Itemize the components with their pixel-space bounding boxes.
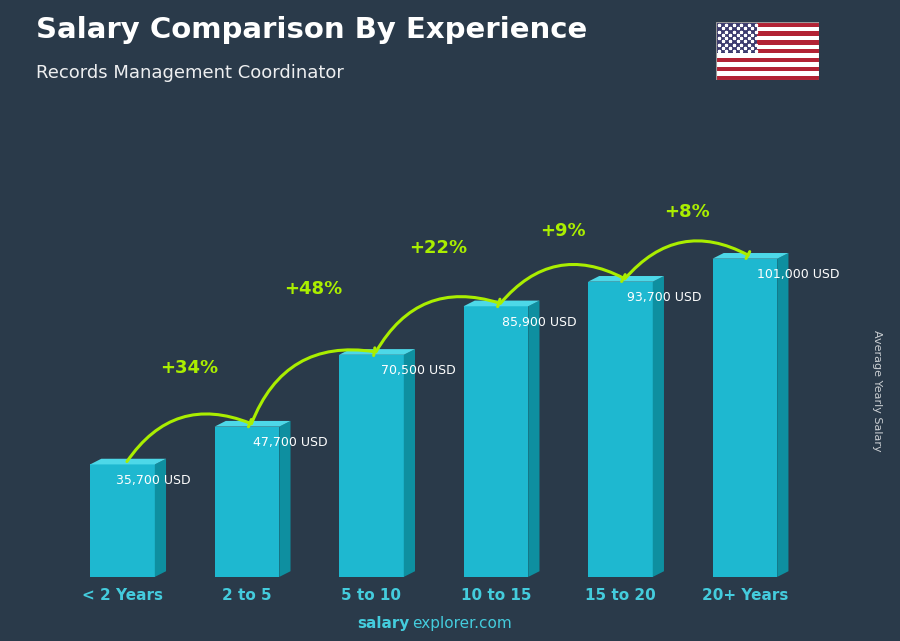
Bar [716, 22, 757, 53]
Bar [90, 465, 155, 577]
Text: 35,700 USD: 35,700 USD [116, 474, 191, 487]
Bar [588, 281, 652, 577]
Bar [716, 36, 819, 40]
Bar [716, 53, 819, 58]
Bar [716, 58, 819, 62]
Text: 93,700 USD: 93,700 USD [626, 291, 701, 304]
Text: +48%: +48% [284, 280, 343, 298]
Polygon shape [464, 301, 539, 306]
Bar [214, 427, 279, 577]
Text: +22%: +22% [410, 239, 467, 257]
Bar [716, 71, 819, 76]
Text: +9%: +9% [540, 222, 586, 240]
Polygon shape [778, 253, 788, 577]
Bar [716, 40, 819, 45]
Bar [716, 27, 819, 31]
Text: salary: salary [357, 617, 410, 631]
Bar [339, 354, 404, 577]
Text: 47,700 USD: 47,700 USD [253, 436, 328, 449]
Bar [716, 31, 819, 36]
Text: 85,900 USD: 85,900 USD [502, 316, 577, 329]
Polygon shape [404, 349, 415, 577]
Text: 101,000 USD: 101,000 USD [757, 268, 840, 281]
Bar [716, 49, 819, 53]
Text: Records Management Coordinator: Records Management Coordinator [36, 64, 344, 82]
Polygon shape [214, 421, 291, 427]
Text: +34%: +34% [160, 360, 219, 378]
Text: +8%: +8% [664, 203, 710, 221]
Text: explorer.com: explorer.com [412, 617, 512, 631]
Bar [716, 45, 819, 49]
Bar [716, 22, 819, 27]
Polygon shape [279, 421, 291, 577]
Text: Salary Comparison By Experience: Salary Comparison By Experience [36, 16, 587, 44]
Polygon shape [652, 276, 664, 577]
Bar [716, 67, 819, 71]
Polygon shape [588, 276, 664, 281]
Bar [713, 259, 778, 577]
Bar [716, 62, 819, 67]
Polygon shape [528, 301, 539, 577]
Polygon shape [90, 459, 166, 465]
Bar [464, 306, 528, 577]
Bar [716, 76, 819, 80]
Polygon shape [339, 349, 415, 354]
Text: Average Yearly Salary: Average Yearly Salary [872, 330, 882, 452]
Text: 70,500 USD: 70,500 USD [382, 364, 456, 378]
Polygon shape [155, 459, 166, 577]
Polygon shape [713, 253, 788, 259]
